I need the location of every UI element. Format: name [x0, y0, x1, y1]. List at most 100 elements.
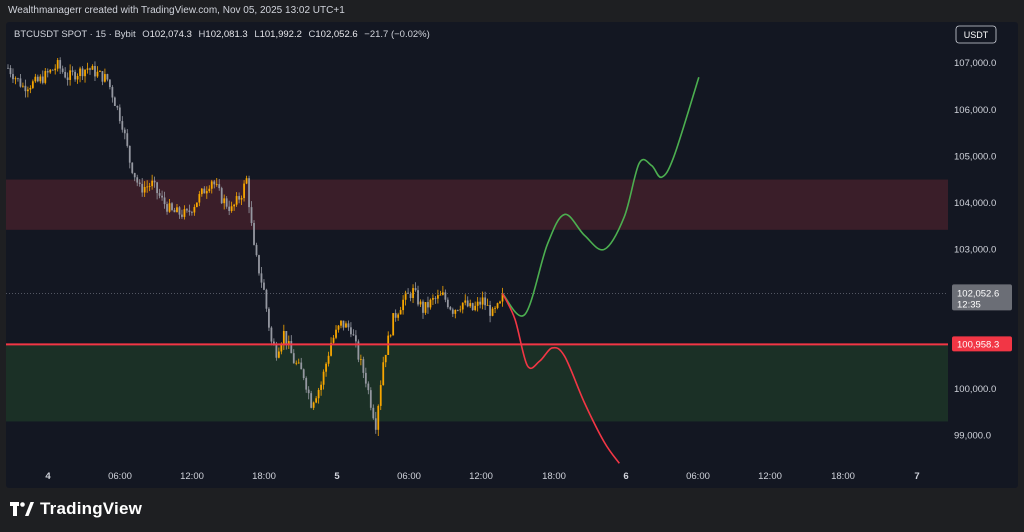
candle-body — [36, 76, 39, 82]
candle-body — [491, 308, 494, 316]
candle-body — [466, 300, 469, 307]
legend-o-value: 102,074.3 — [150, 29, 192, 40]
candle-body — [486, 305, 489, 306]
price-tick-label: 105,000.0 — [954, 151, 996, 162]
candle-body — [178, 207, 181, 215]
candle-body — [372, 407, 375, 419]
candle-body — [238, 196, 241, 200]
candle-body — [330, 342, 332, 356]
candle-body — [190, 211, 193, 213]
candle-body — [272, 341, 275, 346]
candle-body — [79, 68, 81, 76]
candle-body — [270, 327, 273, 342]
bearish-projection — [501, 293, 620, 464]
candle-body — [434, 298, 437, 299]
candle-body — [22, 85, 24, 87]
candle-body — [158, 193, 161, 196]
candle-body — [496, 303, 499, 308]
legend-row: BTCUSDT SPOT · 15 · Bybit O102,074.3 H10… — [14, 29, 430, 40]
price-chart[interactable]: BTCUSDT SPOT · 15 · Bybit O102,074.3 H10… — [6, 22, 1018, 488]
candle-body — [51, 69, 54, 71]
candle-body — [255, 244, 258, 256]
legend-c-value: 102,052.6 — [315, 29, 357, 40]
time-tick-label: 4 — [45, 471, 51, 482]
candle-body — [218, 184, 221, 189]
candle-body — [379, 385, 382, 406]
candle-body — [64, 71, 67, 78]
candle-body — [116, 106, 119, 108]
candle-body — [205, 191, 208, 194]
time-axis[interactable]: 4 06:00 12:00 18:00 5 06:00 12:00 18:00 6 06:00 12… — [45, 471, 919, 482]
candle-body — [153, 180, 156, 183]
candle-body — [432, 298, 434, 300]
candle-body — [99, 71, 101, 72]
candle-body — [106, 74, 109, 80]
candle-body — [39, 76, 42, 82]
candle-body — [96, 71, 99, 77]
candle-body — [424, 302, 427, 313]
candle-body — [203, 188, 206, 194]
candle-body — [429, 299, 432, 308]
candle-body — [14, 78, 17, 80]
candle-body — [81, 68, 84, 77]
candle-body — [171, 203, 173, 210]
candle-body — [86, 68, 89, 70]
last-price-countdown: 12:35 — [957, 299, 981, 310]
candle-body — [345, 323, 347, 328]
candle-body — [136, 177, 139, 183]
projection-layer — [501, 76, 700, 464]
candle-body — [248, 178, 250, 208]
candle-body — [362, 359, 365, 373]
candle-body — [230, 206, 233, 212]
last-price-value: 102,052.6 — [957, 288, 999, 299]
price-axis[interactable]: 107,000.0 106,000.0 105,000.0 104,000.0 103,… — [952, 58, 1012, 441]
candle-body — [437, 295, 439, 299]
candle-body — [302, 369, 305, 379]
time-tick-label: 18:00 — [542, 471, 566, 482]
candle-body — [156, 182, 158, 194]
candle-body — [476, 301, 479, 306]
candle-body — [268, 308, 270, 328]
candle-body — [499, 301, 501, 304]
candle-body — [417, 290, 419, 305]
candle-body — [188, 210, 191, 212]
candle-body — [374, 418, 377, 430]
candle-body — [280, 344, 283, 352]
candle-body — [377, 405, 380, 430]
candle-body — [104, 74, 106, 82]
legend-o-label: O — [142, 29, 149, 40]
footer-bar: TradingView — [0, 488, 1024, 532]
candle-body — [29, 87, 32, 90]
candle-body — [315, 398, 318, 403]
price-tick-label: 104,000.0 — [954, 198, 996, 209]
candle-body — [317, 389, 320, 399]
currency-badge[interactable]: USDT — [964, 30, 989, 40]
support-line-tag — [952, 336, 1012, 352]
candle-body — [260, 273, 263, 283]
tradingview-logo-icon — [10, 502, 34, 516]
candle-body — [300, 362, 303, 370]
legend-l-value: 101,992.2 — [260, 29, 302, 40]
candle-body — [394, 313, 397, 318]
candle-body — [141, 183, 144, 193]
time-tick-label: 12:00 — [469, 471, 493, 482]
candle-body — [121, 121, 124, 130]
time-tick-label: 12:00 — [758, 471, 782, 482]
candle-body — [220, 188, 223, 204]
chart-panel[interactable]: BTCUSDT SPOT · 15 · Bybit O102,074.3 H10… — [6, 22, 1018, 488]
candle-body — [459, 309, 462, 311]
candle-body — [456, 310, 459, 311]
candle-body — [26, 89, 29, 92]
candle-body — [332, 337, 335, 343]
legend-change: −21.7 (−0.02%) — [364, 29, 430, 40]
candle-body — [56, 60, 59, 69]
brand[interactable]: TradingView — [10, 499, 142, 519]
time-tick-label: 5 — [334, 471, 340, 482]
candle-body — [384, 354, 387, 363]
candle-body — [402, 299, 405, 311]
candle-body — [312, 402, 315, 408]
candle-body — [258, 255, 260, 274]
currency-badge-box[interactable] — [955, 25, 997, 44]
time-tick-label: 06:00 — [686, 471, 710, 482]
candle-body — [133, 172, 136, 178]
